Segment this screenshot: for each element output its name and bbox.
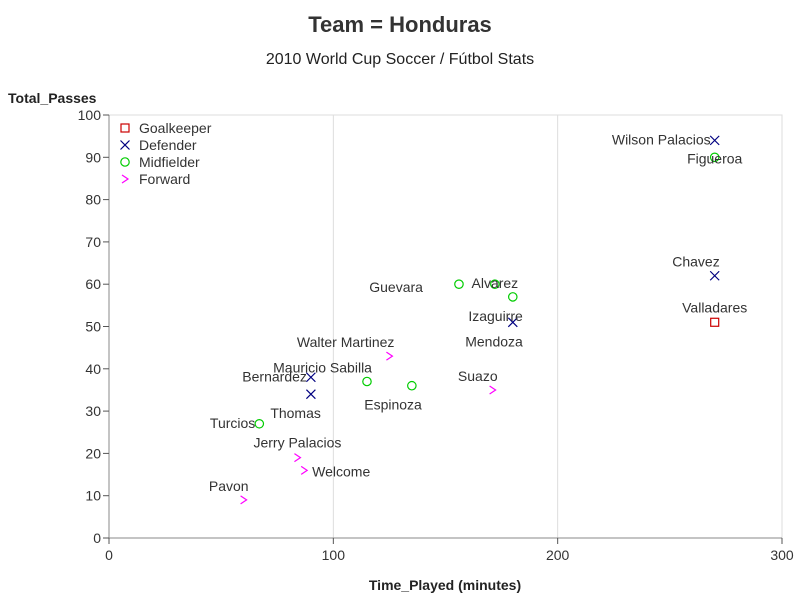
x-tick-label: 300	[770, 547, 794, 563]
y-tick-label: 100	[78, 107, 102, 123]
x-axis-label: Time_Played (minutes)	[369, 577, 521, 593]
point-label: Thomas	[270, 405, 321, 421]
data-point-defender	[709, 270, 720, 281]
legend-marker-forward	[121, 174, 130, 184]
legend-marker-midfielder	[120, 157, 130, 167]
data-point-forward-shape	[386, 351, 394, 361]
legend-marker-defender	[120, 140, 130, 150]
data-point-midfielder-shape	[454, 279, 464, 289]
data-point-goalkeeper-shape	[710, 317, 720, 327]
legend-marker-forward-shape	[121, 174, 130, 184]
point-label: Izaguirre	[468, 308, 523, 324]
y-tick-label: 60	[85, 276, 101, 292]
data-point-forward-shape	[300, 465, 309, 475]
point-label: Jerry Palacios	[253, 435, 341, 451]
data-point-defender	[305, 372, 316, 383]
y-tick-label: 20	[85, 445, 101, 461]
chart-title: Team = Honduras	[308, 12, 492, 37]
point-label: Mauricio Sabilla	[273, 359, 372, 375]
data-point-midfielder-shape	[490, 279, 500, 289]
data-point-defender-shape	[507, 317, 518, 328]
legend-marker-goalkeeper-shape	[120, 123, 130, 133]
point-label: Valladares	[682, 299, 747, 315]
y-tick-label: 50	[85, 319, 101, 335]
data-point-midfielder	[490, 279, 500, 289]
data-point-defender-shape	[305, 372, 316, 383]
point-label: Guevara	[369, 279, 423, 295]
point-label: Pavon	[209, 478, 249, 494]
point-label: Figueroa	[687, 150, 742, 166]
data-point-forward-shape	[294, 453, 302, 463]
point-label: Turcios	[210, 415, 255, 431]
data-point-forward-shape	[489, 385, 497, 395]
data-point-midfielder-shape	[362, 376, 372, 387]
y-axis-label: Total_Passes	[8, 90, 97, 106]
plot-frame	[108, 114, 783, 539]
y-tick-label: 30	[85, 403, 101, 419]
data-point-defender-shape	[709, 270, 720, 281]
data-point-defender	[305, 389, 316, 400]
x-tick-label: 0	[105, 547, 113, 563]
point-label: Alvarez	[472, 275, 519, 291]
point-label: Bernardez	[242, 368, 307, 384]
y-tick-label: 40	[85, 361, 101, 377]
data-point-midfielder	[454, 279, 464, 289]
data-point-midfielder	[507, 292, 518, 302]
data-point-forward	[489, 385, 497, 395]
data-point-midfielder-shape	[507, 292, 518, 302]
data-point-midfielder-shape	[709, 152, 720, 163]
data-point-forward	[386, 351, 394, 361]
data-point-midfielder	[254, 418, 265, 429]
data-point-midfielder	[362, 376, 372, 387]
legend-marker-defender-shape	[120, 140, 130, 150]
data-point-forward	[294, 453, 302, 463]
y-tick-label: 10	[85, 488, 101, 504]
y-tick-label: 90	[85, 149, 101, 165]
x-tick-label: 100	[322, 547, 346, 563]
data-point-midfielder-shape	[254, 418, 265, 429]
y-tick-label: 70	[85, 234, 101, 250]
data-point-forward	[300, 465, 309, 475]
legend-label: Midfielder	[139, 154, 200, 170]
data-point-forward	[240, 495, 248, 505]
legend-marker-goalkeeper	[120, 123, 130, 133]
point-label: Welcome	[312, 463, 370, 479]
point-label: Espinoza	[364, 397, 422, 413]
legend-marker-midfielder-shape	[120, 157, 130, 167]
data-point-defender-shape	[709, 135, 720, 146]
data-point-defender-shape	[305, 389, 316, 400]
y-tick-label: 0	[93, 530, 101, 546]
plot-area: 0 10 20 30 40 50 60 70 80 90 100 0 100 200 300 Valladar…	[78, 107, 794, 563]
x-tick-label: 200	[546, 547, 570, 563]
data-point-defender	[709, 135, 720, 146]
legend-label: Goalkeeper	[139, 120, 212, 136]
point-label: Mendoza	[465, 333, 523, 349]
point-label: Suazo	[458, 368, 498, 384]
chart-subtitle: 2010 World Cup Soccer / Fútbol Stats	[266, 51, 534, 68]
point-label: Chavez	[672, 254, 719, 270]
data-point-midfielder-shape	[407, 380, 417, 391]
point-label: Walter Martinez	[297, 334, 395, 350]
data-point-forward-shape	[240, 495, 248, 505]
point-label: Wilson Palacios	[612, 131, 711, 147]
data-point-defender	[507, 317, 518, 328]
y-tick-label: 80	[85, 192, 101, 208]
legend-label: Defender	[139, 137, 197, 153]
data-point-midfielder	[407, 380, 417, 391]
data-point-goalkeeper	[710, 317, 720, 327]
data-point-midfielder	[709, 152, 720, 163]
legend-label: Forward	[139, 171, 190, 187]
